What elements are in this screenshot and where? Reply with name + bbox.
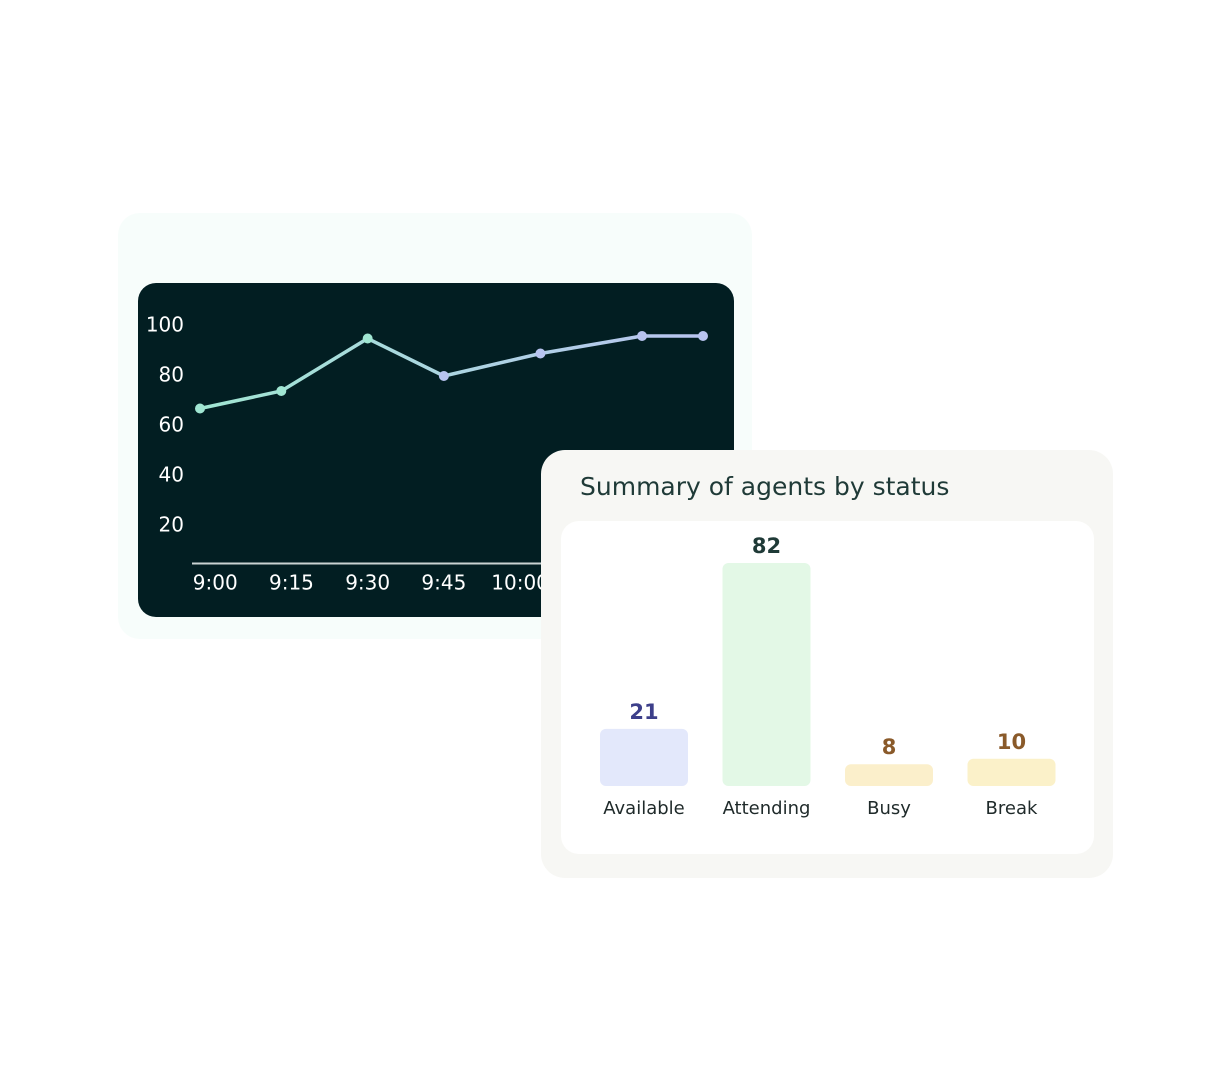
point xyxy=(195,403,205,414)
bar xyxy=(600,728,688,786)
x-tick-label: 9:30 xyxy=(345,571,390,595)
y-tick-label: 80 xyxy=(159,363,184,387)
bar-value: 21 xyxy=(629,700,658,724)
point xyxy=(637,331,648,341)
point xyxy=(276,386,287,396)
bar xyxy=(967,758,1056,786)
x-tick-label: 9:00 xyxy=(193,571,238,595)
x-tick-label: 9:15 xyxy=(269,571,314,595)
line-chart: 20 40 60 80 100 9:00 9:15 9:30 9:45 10:00 xyxy=(146,313,720,595)
y-tick-label: 60 xyxy=(159,413,184,437)
y-tick-label: 100 xyxy=(146,313,184,337)
bar-category: Attending xyxy=(723,798,811,819)
bar xyxy=(845,764,933,786)
x-tick-label: 10:00 xyxy=(491,571,549,595)
bar-value: 10 xyxy=(997,730,1026,754)
bar xyxy=(722,563,811,786)
bar-value: 8 xyxy=(882,735,897,759)
bar-value: 82 xyxy=(752,534,781,558)
point xyxy=(362,333,373,344)
bar-title: Summary of agents by status xyxy=(580,472,949,501)
y-tick-label: 20 xyxy=(159,513,184,537)
bar-panel xyxy=(561,521,1094,854)
point xyxy=(438,371,449,381)
x-tick-label: 9:45 xyxy=(421,571,466,595)
bar-category: Busy xyxy=(867,798,911,819)
point xyxy=(535,348,546,359)
bar-chart: 21 Available 82 Attending 8 Busy 10 Break xyxy=(600,534,1056,819)
y-tick-label: 40 xyxy=(159,463,184,487)
point xyxy=(698,331,708,341)
bar-category: Available xyxy=(603,798,684,819)
bar-category: Break xyxy=(986,798,1038,819)
